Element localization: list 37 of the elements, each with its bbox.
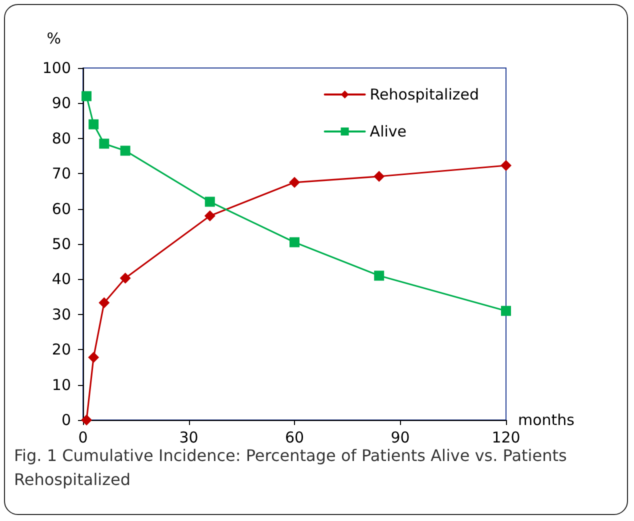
point [120, 272, 131, 284]
legend-label: Rehospitalized [370, 86, 480, 104]
x-tick-label: 60 [284, 428, 304, 446]
x-axis-title: months [518, 411, 575, 429]
point [204, 210, 216, 222]
point [500, 160, 512, 172]
x-tick-label: 120 [492, 428, 520, 446]
point [290, 237, 300, 248]
y-tick-label: 20 [52, 340, 71, 359]
y-tick-label: 40 [52, 270, 71, 288]
y-axis-title: % [46, 30, 61, 48]
point [98, 297, 110, 308]
x-tick-label: 30 [179, 428, 198, 446]
y-tick-label: 10 [52, 376, 71, 394]
point [289, 176, 300, 188]
x-tick-label: 0 [78, 428, 88, 446]
y-tick-label: 30 [52, 305, 71, 324]
y-tick-label: 0 [61, 411, 71, 429]
point [374, 170, 385, 182]
y-tick-label: 50 [52, 235, 71, 253]
point [501, 306, 511, 316]
point [374, 270, 384, 281]
legend-label: Alive [370, 122, 407, 140]
y-tick-label: 100 [42, 59, 71, 77]
point [99, 138, 110, 149]
y-tick-label: 60 [52, 200, 71, 218]
point [88, 352, 100, 363]
point [204, 196, 215, 207]
x-tick-label: 90 [390, 428, 410, 446]
caption: Fig. 1 Cumulative Incidence: Percentage of Patients Alive vs. Patients Rehospitalized [14, 445, 568, 491]
y-tick-label: 90 [52, 94, 71, 112]
y-tick-label: 70 [52, 164, 71, 183]
point [88, 119, 99, 130]
point [81, 414, 92, 426]
y-tick-label: 80 [52, 129, 71, 148]
point [120, 146, 130, 156]
point [82, 91, 92, 102]
